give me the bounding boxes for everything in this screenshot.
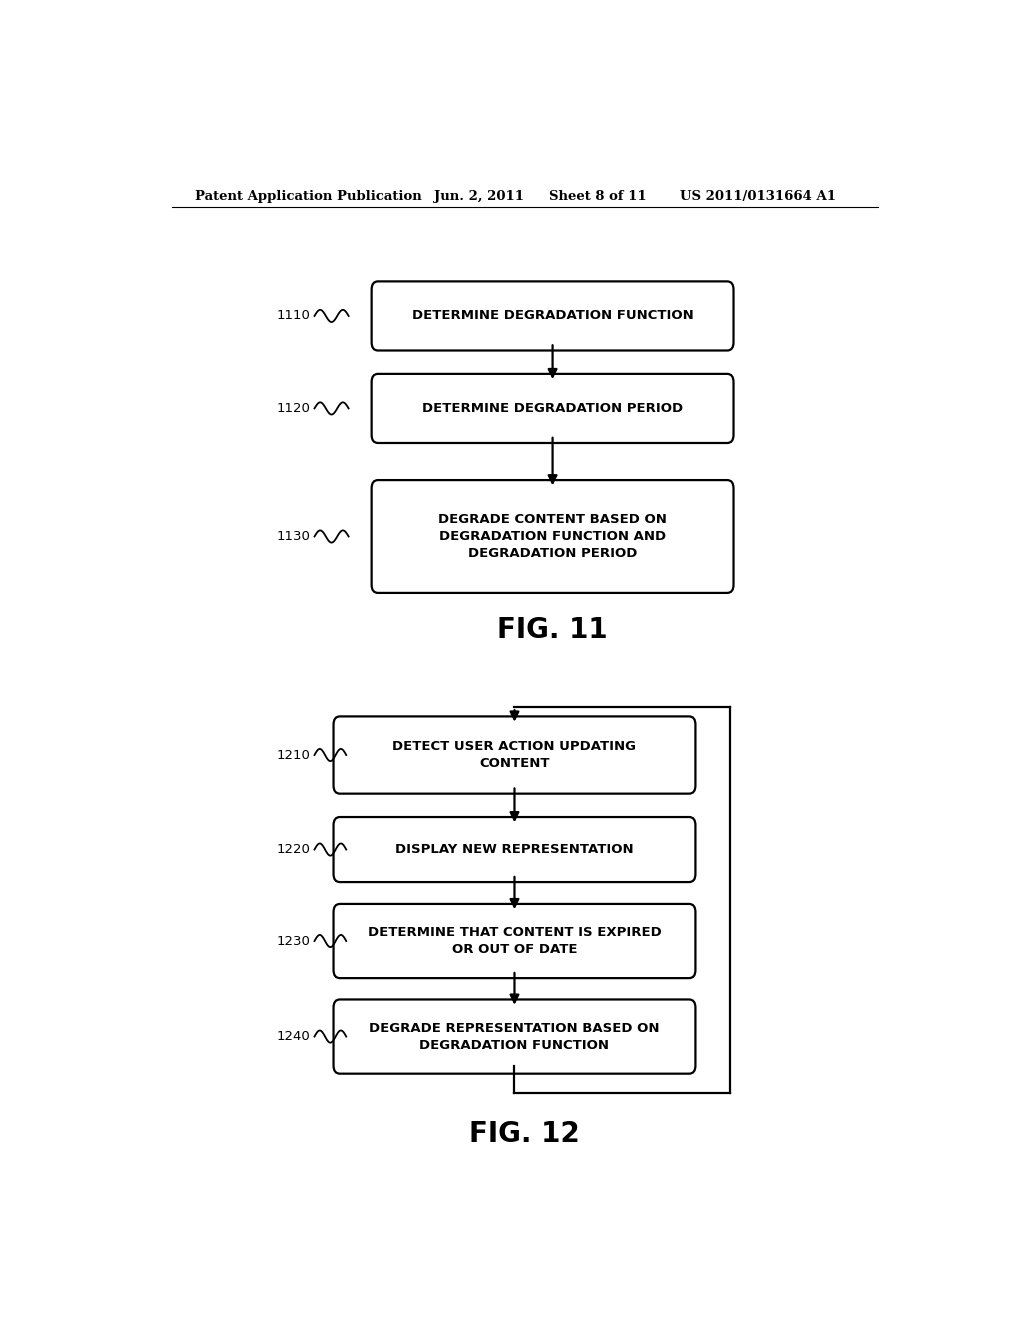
FancyBboxPatch shape [372, 374, 733, 444]
Text: FIG. 12: FIG. 12 [469, 1121, 581, 1148]
Text: DETERMINE DEGRADATION FUNCTION: DETERMINE DEGRADATION FUNCTION [412, 309, 693, 322]
Text: DETERMINE DEGRADATION PERIOD: DETERMINE DEGRADATION PERIOD [422, 401, 683, 414]
FancyBboxPatch shape [334, 717, 695, 793]
Text: DISPLAY NEW REPRESENTATION: DISPLAY NEW REPRESENTATION [395, 843, 634, 857]
FancyBboxPatch shape [334, 817, 695, 882]
Text: Jun. 2, 2011: Jun. 2, 2011 [433, 190, 523, 202]
Text: DEGRADE REPRESENTATION BASED ON
DEGRADATION FUNCTION: DEGRADE REPRESENTATION BASED ON DEGRADAT… [370, 1022, 659, 1052]
Text: 1230: 1230 [276, 935, 310, 948]
Text: DEGRADE CONTENT BASED ON
DEGRADATION FUNCTION AND
DEGRADATION PERIOD: DEGRADE CONTENT BASED ON DEGRADATION FUN… [438, 513, 667, 560]
FancyBboxPatch shape [372, 480, 733, 593]
Text: US 2011/0131664 A1: US 2011/0131664 A1 [680, 190, 836, 202]
Text: FIG. 11: FIG. 11 [498, 616, 608, 644]
FancyBboxPatch shape [372, 281, 733, 351]
Text: 1110: 1110 [276, 309, 310, 322]
FancyBboxPatch shape [334, 904, 695, 978]
FancyBboxPatch shape [334, 999, 695, 1073]
Text: DETERMINE THAT CONTENT IS EXPIRED
OR OUT OF DATE: DETERMINE THAT CONTENT IS EXPIRED OR OUT… [368, 927, 662, 956]
Text: 1120: 1120 [276, 401, 310, 414]
Text: DETECT USER ACTION UPDATING
CONTENT: DETECT USER ACTION UPDATING CONTENT [392, 741, 637, 770]
Text: Patent Application Publication: Patent Application Publication [196, 190, 422, 202]
Text: 1240: 1240 [276, 1030, 310, 1043]
Text: Sheet 8 of 11: Sheet 8 of 11 [549, 190, 646, 202]
Text: 1220: 1220 [276, 843, 310, 857]
Text: 1210: 1210 [276, 748, 310, 762]
Text: 1130: 1130 [276, 531, 310, 543]
